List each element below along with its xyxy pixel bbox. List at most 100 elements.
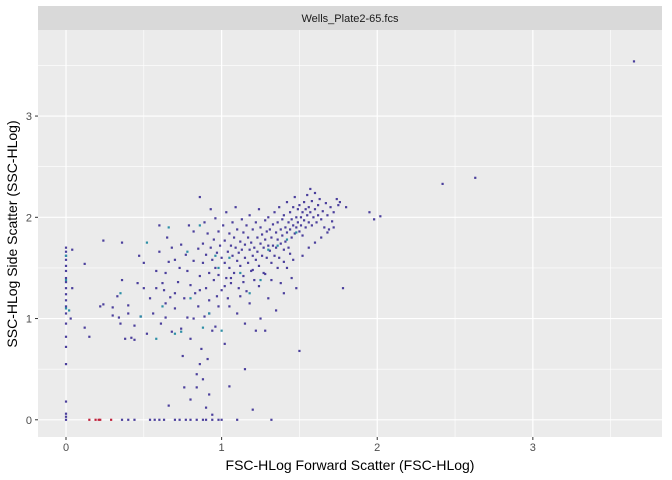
data-point — [206, 232, 209, 235]
data-point — [237, 251, 240, 254]
data-point — [232, 236, 236, 239]
data-point — [201, 242, 205, 245]
data-point — [273, 211, 276, 214]
data-point — [265, 256, 268, 259]
data-point — [130, 336, 133, 339]
data-point — [178, 266, 181, 270]
data-point — [276, 244, 279, 247]
data-point — [284, 240, 287, 243]
data-point — [64, 246, 68, 249]
data-point — [329, 206, 332, 209]
data-point — [64, 278, 68, 282]
data-point — [229, 276, 233, 280]
data-point — [285, 231, 289, 234]
data-points — [64, 60, 636, 421]
x-tick-label: 0 — [63, 442, 69, 454]
data-point — [228, 256, 231, 259]
y-tick-label: 2 — [26, 212, 32, 224]
data-point — [162, 418, 166, 421]
data-point — [253, 246, 256, 249]
major-gridlines — [38, 30, 662, 437]
data-point — [278, 206, 281, 209]
data-point — [64, 363, 68, 366]
data-point — [279, 242, 282, 245]
data-point — [335, 197, 338, 201]
plot-panel — [38, 30, 662, 437]
data-point — [239, 295, 242, 298]
data-point — [155, 337, 158, 340]
data-point — [301, 254, 304, 257]
data-point — [201, 418, 205, 421]
data-point — [243, 322, 247, 325]
data-point — [282, 248, 285, 251]
data-point — [326, 214, 329, 217]
data-point — [152, 312, 155, 315]
data-point — [345, 206, 348, 209]
data-point — [332, 211, 335, 214]
data-point — [262, 271, 265, 275]
data-point — [133, 338, 136, 341]
data-point — [158, 250, 161, 253]
data-point — [243, 256, 247, 259]
data-point — [211, 329, 214, 332]
data-point — [204, 253, 208, 256]
data-point — [278, 256, 281, 259]
data-point — [234, 206, 237, 209]
data-point — [217, 273, 220, 277]
data-point — [242, 274, 245, 278]
data-point — [290, 218, 293, 221]
data-point — [215, 251, 219, 254]
data-point — [64, 299, 68, 302]
data-point — [138, 254, 141, 257]
x-tick-label: 3 — [530, 442, 536, 454]
data-point — [223, 239, 226, 242]
data-point — [178, 418, 181, 421]
data-point — [88, 418, 91, 421]
data-point — [214, 325, 217, 328]
data-point — [243, 243, 247, 246]
minor-gridlines — [38, 30, 662, 437]
data-point — [240, 248, 243, 251]
data-point — [223, 285, 226, 288]
data-point — [94, 418, 97, 421]
data-point — [155, 287, 158, 290]
data-point — [274, 309, 278, 312]
data-point — [198, 224, 201, 227]
data-point — [159, 322, 163, 325]
data-point — [116, 295, 119, 298]
data-point — [189, 337, 192, 340]
data-point — [270, 278, 273, 282]
data-point — [264, 219, 267, 222]
data-point — [99, 305, 102, 308]
data-point — [64, 412, 68, 415]
data-point — [304, 226, 307, 229]
data-point — [217, 305, 220, 308]
y-tick-label: 0 — [26, 415, 32, 427]
data-point — [285, 238, 289, 241]
data-point — [285, 266, 289, 270]
data-point — [192, 317, 195, 320]
data-point — [316, 204, 320, 207]
data-point — [201, 378, 205, 381]
data-point — [71, 248, 74, 251]
data-point — [368, 211, 371, 214]
data-point — [167, 260, 170, 263]
data-point — [208, 312, 211, 315]
data-point — [195, 418, 198, 421]
data-point — [198, 274, 201, 278]
data-point — [64, 250, 68, 253]
data-point — [257, 264, 261, 267]
data-point — [332, 226, 335, 229]
data-point — [307, 206, 310, 209]
data-point — [296, 208, 299, 211]
data-point — [181, 354, 184, 358]
data-point — [217, 266, 220, 270]
data-point — [267, 248, 270, 251]
data-point — [192, 259, 195, 262]
data-point — [226, 250, 229, 253]
data-point — [310, 224, 313, 227]
data-point — [337, 204, 340, 207]
data-point — [315, 221, 318, 224]
data-point — [282, 214, 285, 217]
data-point — [155, 269, 158, 273]
